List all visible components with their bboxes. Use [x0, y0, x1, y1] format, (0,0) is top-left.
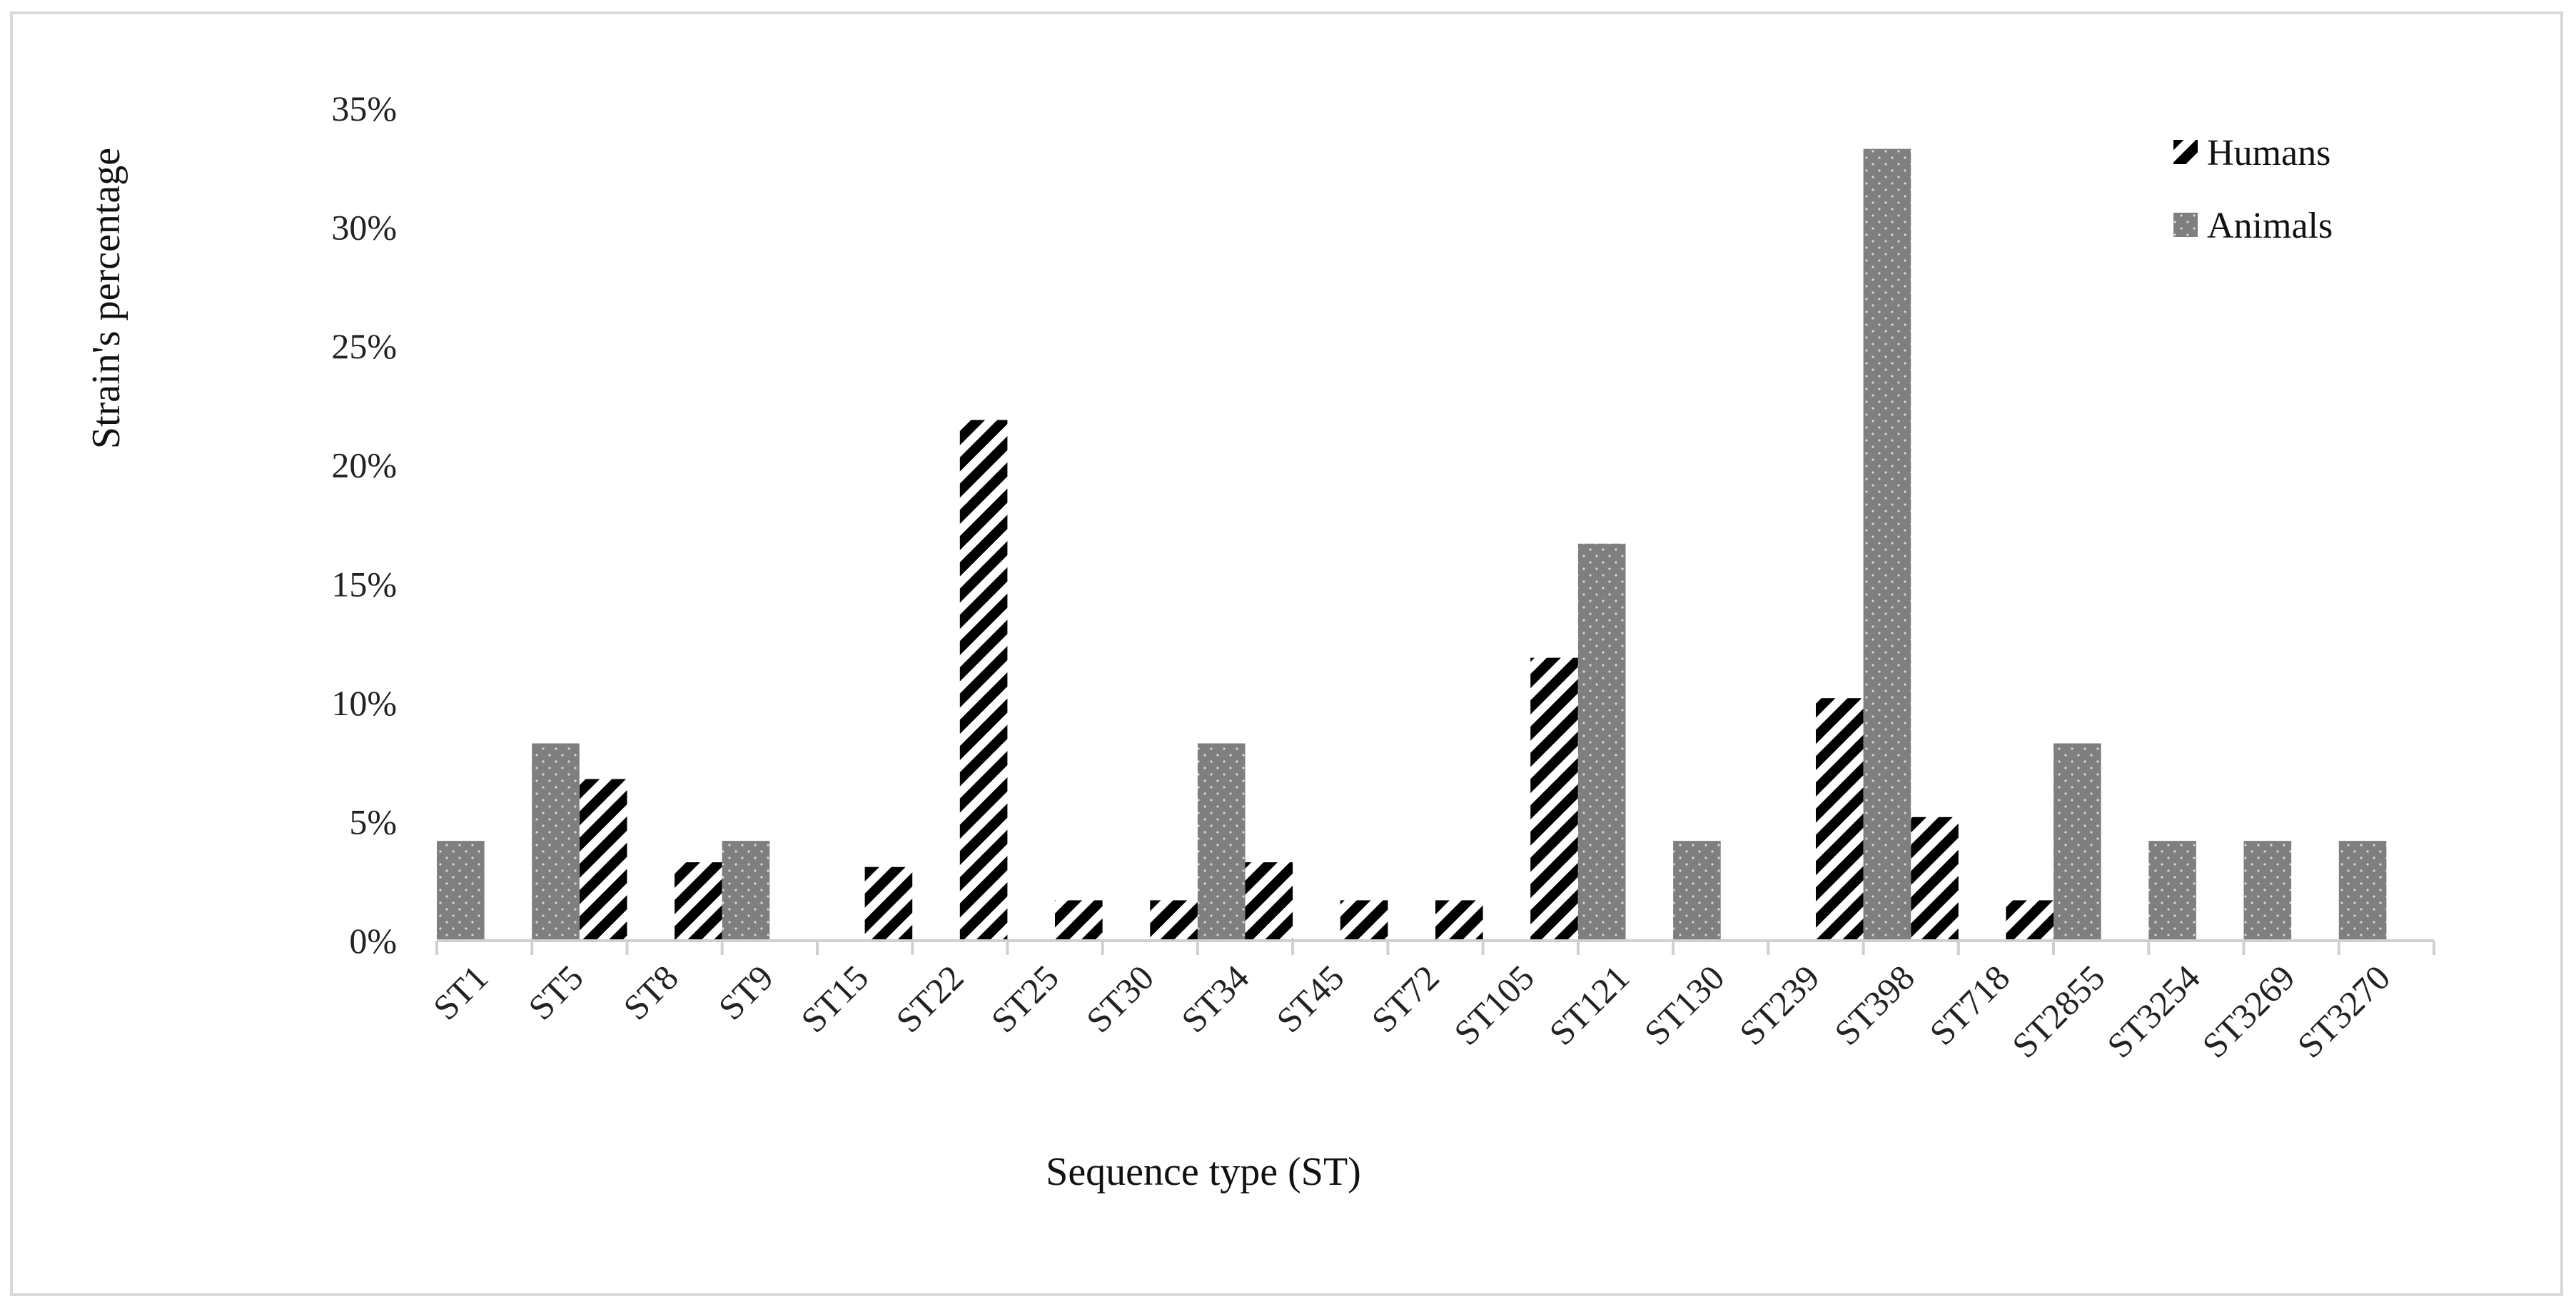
bar-animals-st2855: [2054, 743, 2101, 941]
x-tick-label: ST30: [1079, 957, 1161, 1040]
y-tick-label: 25%: [331, 326, 397, 366]
bar-humans-st72: [1435, 900, 1483, 941]
bar-animals-st1: [437, 841, 485, 941]
legend-swatch-humans: [2173, 140, 2198, 164]
chart-frame: [10, 11, 2563, 1296]
x-tick-label: ST398: [1827, 957, 1922, 1053]
legend: Humans Animals: [2173, 133, 2333, 246]
x-tick-label: ST22: [888, 957, 971, 1040]
y-tick-label: 0%: [349, 921, 397, 961]
bar-animals-st3270: [2338, 841, 2387, 941]
bar-animals-st3269: [2243, 841, 2292, 941]
y-tick-label: 10%: [331, 683, 397, 723]
bar-animals-st34: [1197, 743, 1246, 941]
x-tick-label: ST2855: [2004, 957, 2113, 1066]
bar-humans-st34: [1245, 862, 1293, 941]
y-axis-title: Strain's percentage: [84, 148, 128, 449]
x-tick-label: ST9: [711, 957, 782, 1028]
x-tick-label: ST5: [520, 957, 591, 1028]
bar-humans-st398: [1911, 817, 1959, 941]
x-tick-label: ST718: [1921, 957, 2017, 1053]
x-tick-label: ST105: [1446, 957, 1542, 1053]
bar-animals-st398: [1863, 148, 1911, 941]
legend-swatch-animals: [2173, 213, 2198, 237]
y-tick-label: 15%: [331, 564, 397, 604]
x-tick-label: ST3269: [2194, 957, 2303, 1066]
legend-label-humans: Humans: [2207, 133, 2330, 173]
x-tick-label: ST3270: [2290, 957, 2398, 1066]
x-axis-tickmarks: [435, 941, 2435, 955]
x-tick-label: ST34: [1173, 957, 1256, 1040]
bar-humans-st22: [959, 420, 1008, 941]
bar-humans-st718: [2006, 900, 2054, 941]
bar-humans-st239: [1816, 698, 1864, 941]
x-tick-label: ST72: [1364, 957, 1447, 1040]
bar-animals-st3254: [2148, 841, 2196, 941]
y-tick-label: 30%: [331, 208, 397, 248]
bar-animals-st5: [532, 743, 580, 941]
bars: [437, 148, 2387, 941]
bar-humans-st105: [1530, 657, 1578, 941]
x-tick-label: ST121: [1541, 957, 1637, 1053]
bar-animals-st130: [1673, 841, 1721, 941]
y-tick-label: 20%: [331, 445, 397, 485]
x-tick-label: ST1: [425, 957, 496, 1028]
y-axis-ticks: 0% 5% 10% 15% 20% 25% 30% 35%: [331, 89, 397, 961]
bar-animals-st121: [1577, 543, 1626, 941]
x-tick-label: ST45: [1268, 957, 1351, 1040]
x-tick-label: ST25: [984, 957, 1066, 1040]
x-axis-labels: ST1 ST5 ST8 ST9 ST15 ST22 ST25 ST30 ST34 ST45 ST72…: [425, 957, 2398, 1066]
x-tick-label: ST15: [793, 957, 876, 1040]
x-tick-label: ST130: [1637, 957, 1732, 1053]
bar-animals-st9: [722, 841, 770, 941]
x-axis-title: Sequence type (ST): [1046, 1150, 1361, 1194]
x-tick-label: ST8: [615, 957, 686, 1028]
bar-humans-st15: [864, 866, 913, 941]
y-tick-label: 35%: [331, 89, 397, 128]
bar-humans-st45: [1340, 900, 1388, 941]
legend-label-animals: Animals: [2207, 206, 2333, 246]
x-tick-label: ST3254: [2099, 957, 2208, 1066]
y-tick-label: 5%: [349, 802, 397, 842]
bar-humans-st30: [1150, 900, 1198, 941]
bar-humans-st25: [1055, 900, 1103, 941]
bar-humans-st8: [675, 862, 722, 941]
x-tick-label: ST239: [1732, 957, 1827, 1053]
bar-humans-st5: [579, 779, 627, 941]
